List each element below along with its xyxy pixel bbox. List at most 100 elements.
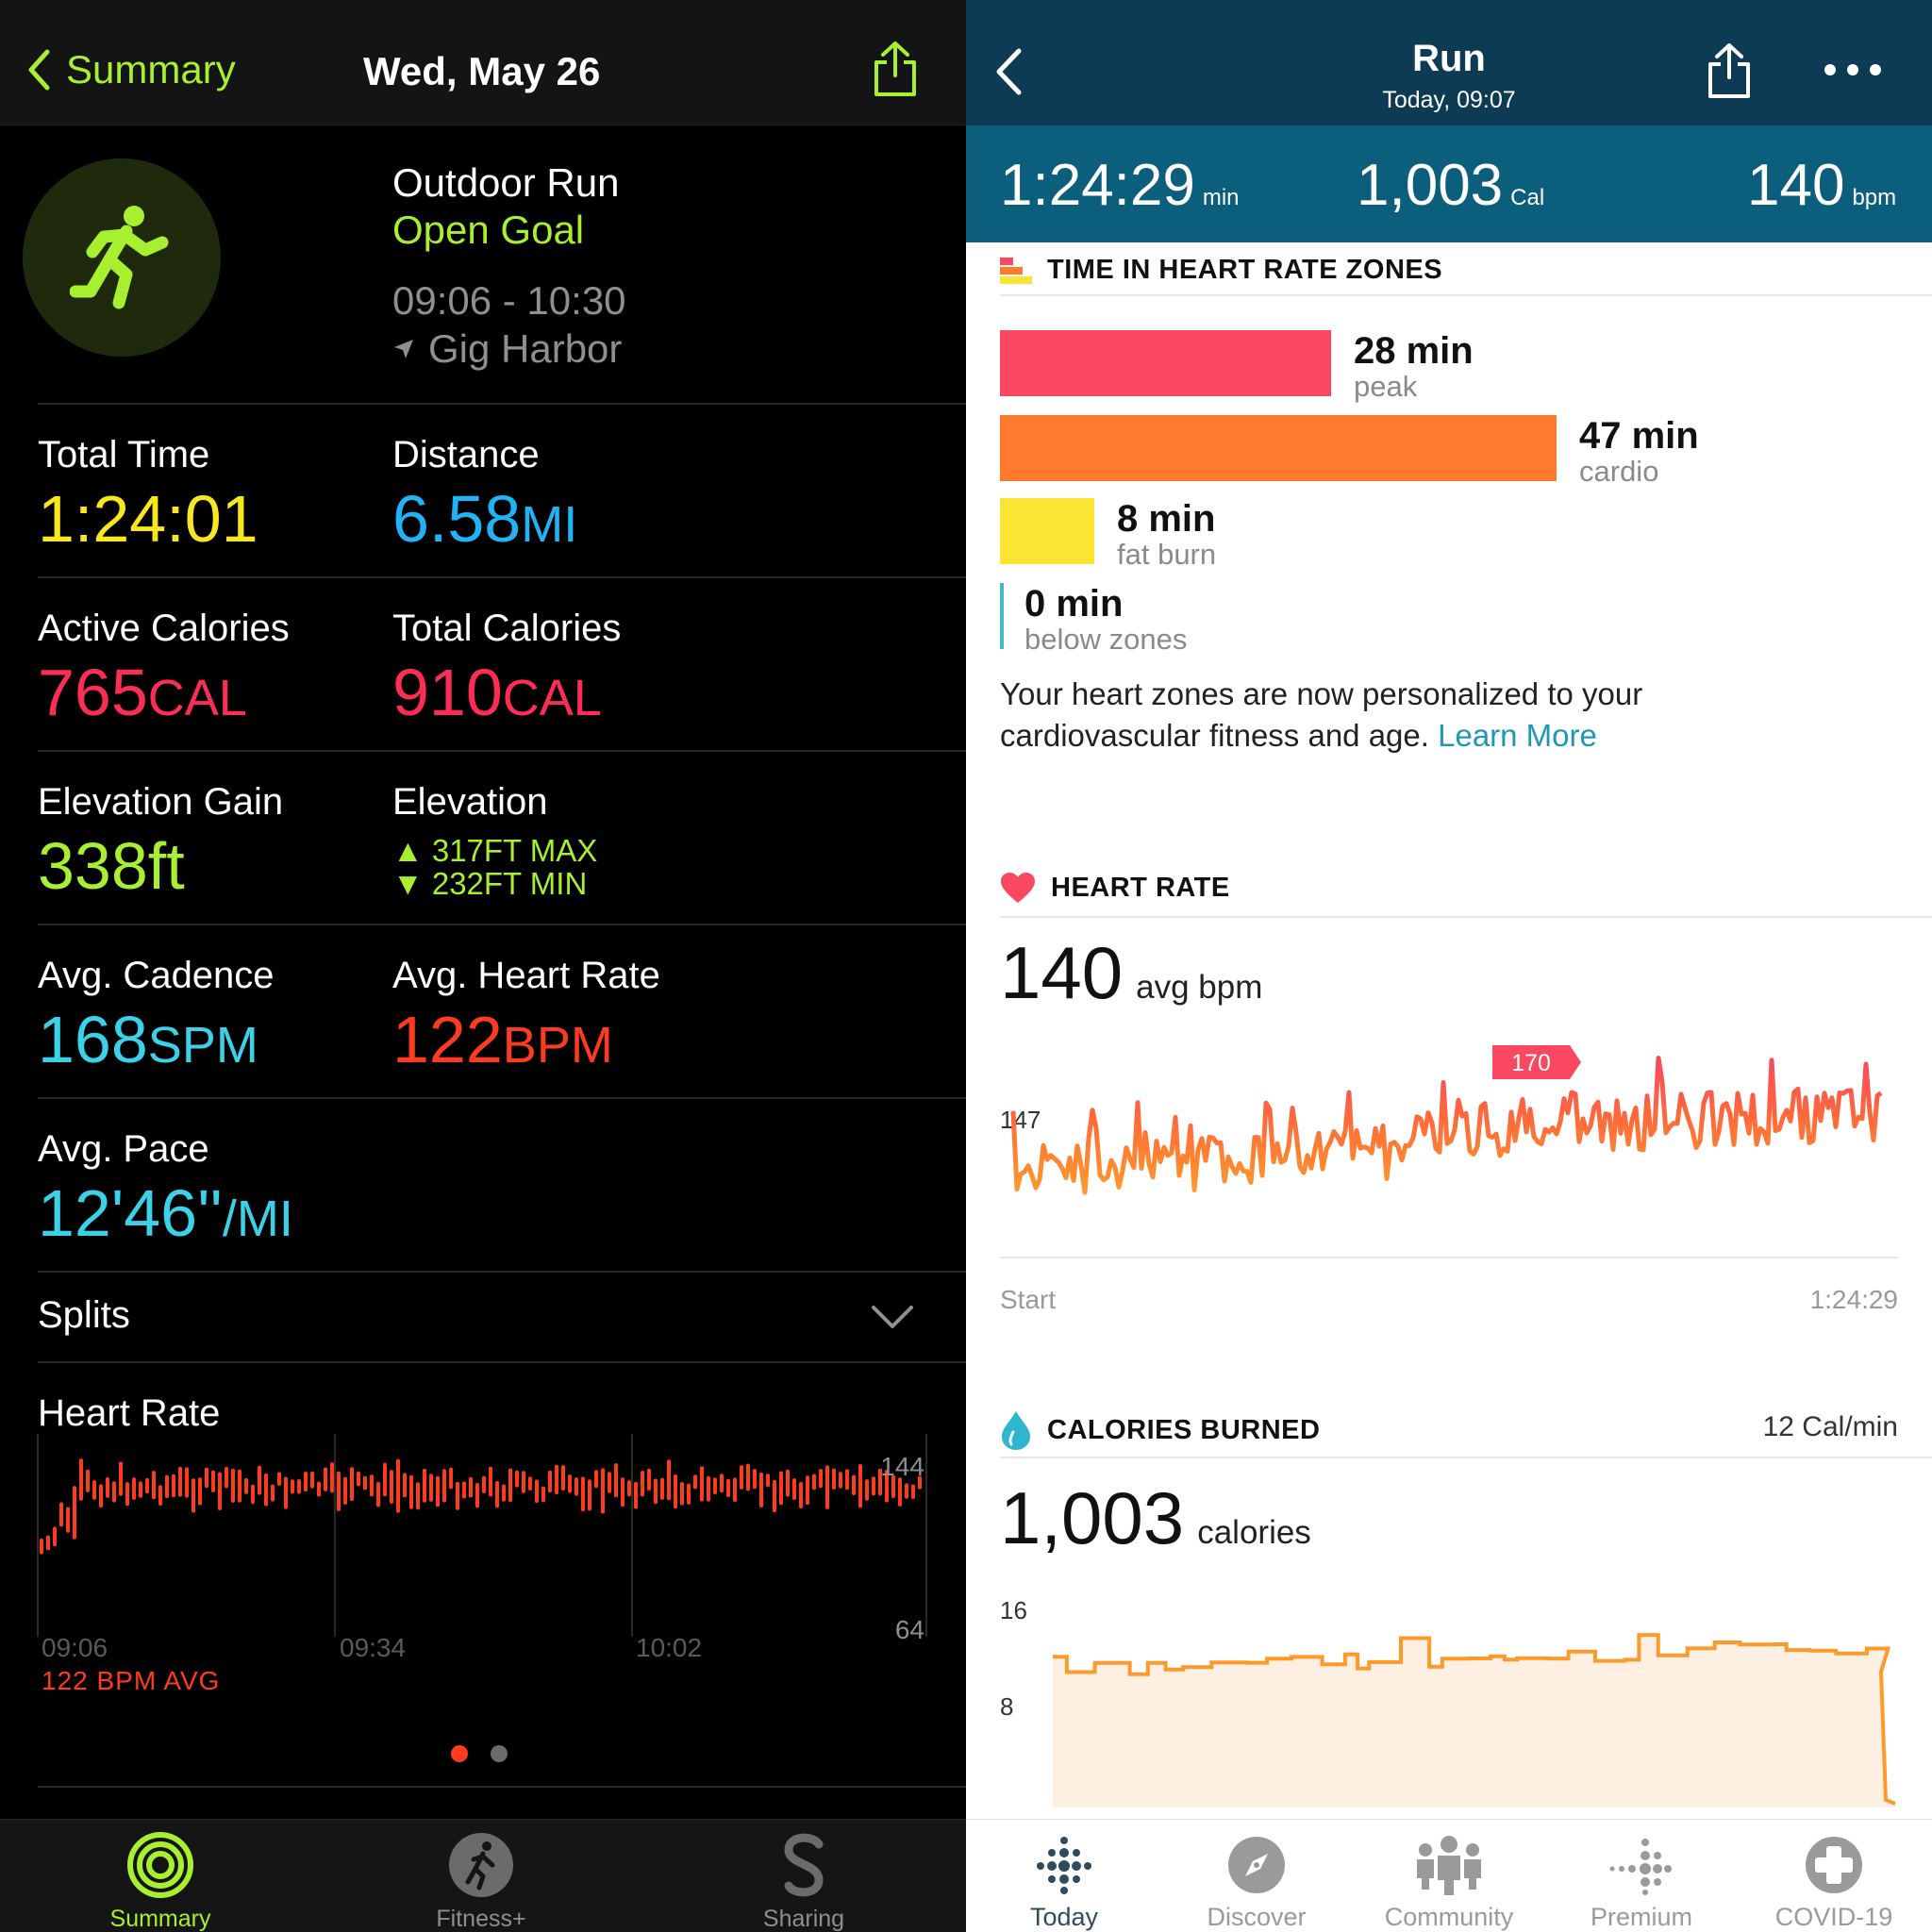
divider	[38, 924, 966, 925]
activity-rings-icon	[127, 1831, 193, 1898]
workout-title: Outdoor Run	[392, 160, 620, 205]
share-icon	[1708, 43, 1750, 98]
x-label-start: 09:06	[42, 1633, 108, 1662]
metric-label: Distance	[392, 434, 540, 475]
splits-row[interactable]: Splits	[38, 1294, 130, 1336]
zone-bar-below-zones	[1000, 583, 1004, 649]
metric-value: 168SPM	[38, 1003, 258, 1076]
tab-label: Premium	[1590, 1903, 1692, 1931]
sharing-icon	[784, 1833, 824, 1896]
community-icon	[1417, 1836, 1481, 1895]
metric-label: Elevation Gain	[38, 781, 284, 823]
summary-stats-bar: 1:24:29 min 1,003 Cal 140 bpm	[966, 125, 1932, 242]
calories-section-header: CALORIES BURNED	[1000, 1409, 1320, 1451]
divider	[38, 1361, 966, 1363]
page-indicator[interactable]	[451, 1745, 508, 1762]
divider	[38, 1097, 966, 1099]
section-title: HEART RATE	[1051, 872, 1230, 903]
section-title: CALORIES BURNED	[1047, 1414, 1321, 1445]
tab-label: Discover	[1207, 1903, 1307, 1931]
metric-label: Avg. Pace	[38, 1128, 209, 1170]
active-calories-metric: Active Calories 765CAL	[38, 608, 290, 725]
page-dot-active[interactable]	[451, 1745, 468, 1762]
expand-splits-button[interactable]	[870, 1304, 915, 1335]
divider	[38, 576, 966, 578]
tab-label: Summary	[109, 1906, 211, 1932]
tab-covid-19[interactable]: COVID-19	[1738, 1820, 1930, 1932]
tab-sharing[interactable]: Sharing	[709, 1820, 898, 1932]
total-calories: 1,003 calories	[1000, 1476, 1311, 1559]
page-title: Run	[1412, 38, 1486, 79]
tab-bar: Today Discover Community	[966, 1819, 1932, 1932]
flame-drop-icon	[1002, 1411, 1030, 1450]
tab-today[interactable]: Today	[968, 1820, 1160, 1932]
distance-metric: Distance 6.58MI	[392, 434, 577, 552]
location-arrow-icon	[394, 340, 413, 358]
x-label-late: 10:02	[636, 1633, 702, 1662]
tab-label: Fitness+	[436, 1906, 526, 1932]
heart-rate-chart: 144 64 09:06 09:34 10:02	[37, 1434, 927, 1662]
learn-more-link[interactable]: Learn More	[1438, 717, 1597, 753]
header-bar: Run Today, 09:07	[966, 0, 1932, 125]
y-label-high: 16	[1000, 1596, 1027, 1624]
page-dot[interactable]	[491, 1745, 508, 1762]
back-button[interactable]	[994, 47, 1023, 101]
y-max-label: 144	[880, 1452, 924, 1481]
tab-label: Community	[1384, 1903, 1514, 1931]
tab-premium[interactable]: Premium	[1545, 1820, 1738, 1932]
metric-label: Total Calories	[392, 608, 622, 649]
zone-bar-fat-burn	[1000, 498, 1094, 564]
workout-time-range: 09:06 - 10:30	[392, 278, 626, 323]
chevron-left-icon	[28, 49, 50, 91]
elevation-range: ▲ 317FT MAX ▼ 232FT MIN	[392, 833, 598, 901]
avg-pace-metric: Avg. Pace 12'46''/MI	[38, 1128, 293, 1246]
heart-rate-stat: 140 bpm	[1747, 153, 1897, 218]
metric-label: Active Calories	[38, 608, 290, 649]
apple-fitness-pane: Summary Wed, May 26 Outdoor Run Open Goa…	[0, 0, 966, 1932]
premium-dots-icon	[1609, 1839, 1672, 1895]
zones-note: Your heart zones are now personalized to…	[1000, 676, 1643, 753]
workout-location: Gig Harbor	[392, 326, 622, 372]
chevron-down-icon	[872, 1306, 913, 1328]
metric-value: 12'46''/MI	[38, 1176, 293, 1250]
tab-fitness-plus[interactable]: Fitness+	[387, 1820, 575, 1932]
metric-value: 765CAL	[38, 656, 247, 729]
divider	[1000, 294, 1932, 296]
divider	[1000, 1457, 1932, 1458]
section-title: TIME IN HEART RATE ZONES	[1047, 255, 1443, 285]
share-icon	[874, 42, 916, 96]
share-button[interactable]	[872, 40, 919, 103]
tab-discover[interactable]: Discover	[1160, 1820, 1353, 1932]
workout-type-badge	[23, 158, 221, 357]
avg-heart-rate: 140 avg bpm	[1000, 931, 1263, 1014]
fitness-plus-icon	[449, 1832, 513, 1897]
share-button[interactable]	[1706, 42, 1753, 105]
heart-icon	[1001, 873, 1035, 903]
divider	[38, 750, 966, 752]
chart-start-label: Start	[1000, 1285, 1057, 1314]
metric-label: Avg. Heart Rate	[392, 955, 660, 996]
x-label-mid: 09:34	[340, 1633, 406, 1662]
tab-summary[interactable]: Summary	[66, 1820, 255, 1932]
calories-stat: 1,003 Cal	[1357, 153, 1545, 218]
metric-value: 1:24:01	[38, 482, 258, 556]
zone-label-cardio: 47 min cardio	[1579, 415, 1699, 488]
tab-community[interactable]: Community	[1353, 1820, 1545, 1932]
total-calories-metric: Total Calories 910CAL	[392, 608, 621, 725]
chevron-left-icon	[996, 48, 1022, 95]
triangle-up-icon: ▲	[392, 833, 424, 868]
triangle-down-icon: ▼	[392, 866, 424, 901]
page-subtitle: Today, 09:07	[1382, 87, 1516, 113]
workout-goal: Open Goal	[392, 208, 585, 252]
metric-value: 122BPM	[392, 1003, 613, 1076]
elevation-gain-metric: Elevation Gain 338ft	[38, 781, 283, 899]
metric-label: Total Time	[38, 434, 210, 475]
zones-section-header: TIME IN HEART RATE ZONES	[1000, 255, 1442, 286]
zone-bar-cardio	[1000, 415, 1557, 481]
today-dots-icon	[1037, 1837, 1091, 1894]
zone-bar-peak	[1000, 330, 1331, 396]
y-label-low: 8	[1000, 1692, 1013, 1721]
heart-rate-line-chart: 147 170	[1000, 1045, 1898, 1258]
back-button[interactable]: Summary	[26, 47, 236, 92]
more-options-button[interactable]	[1824, 64, 1881, 75]
